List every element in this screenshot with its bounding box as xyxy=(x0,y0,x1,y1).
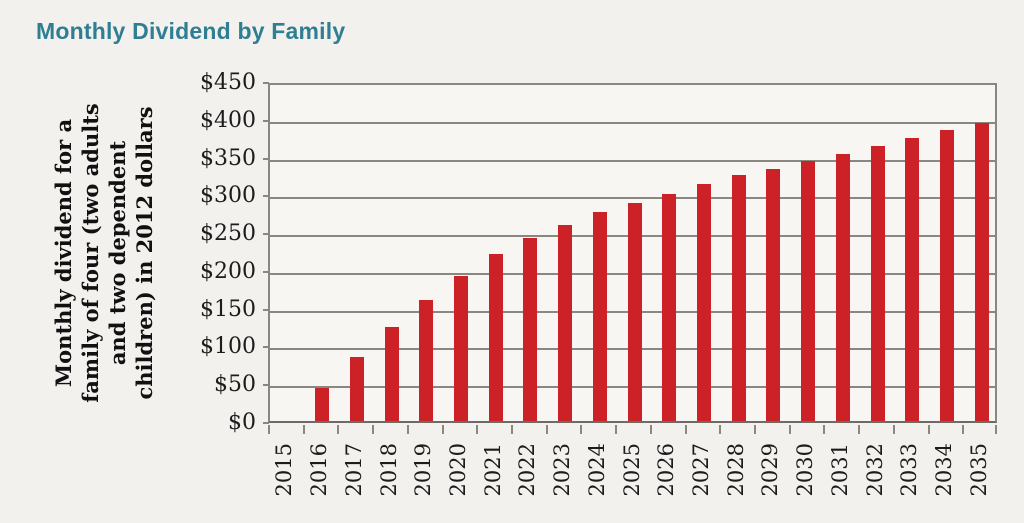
x-axis-tick xyxy=(649,425,652,434)
x-tick-label-2024: 2024 xyxy=(584,443,609,497)
bar-2034 xyxy=(939,130,954,421)
x-tick-label-2015: 2015 xyxy=(272,443,297,497)
x-axis-tick xyxy=(892,425,895,434)
y-tick-label-250: $250 xyxy=(200,221,256,247)
bar-2021 xyxy=(488,254,503,421)
x-axis-tick xyxy=(615,425,618,434)
y-tick-label-450: $450 xyxy=(200,70,256,95)
gridline-300 xyxy=(270,197,995,200)
x-tick-label-2027: 2027 xyxy=(688,443,713,497)
y-tick-mark-100 xyxy=(263,346,269,349)
x-axis-tick xyxy=(995,425,997,434)
x-axis-tick xyxy=(754,425,756,434)
bar-2033 xyxy=(905,137,920,421)
y-tick-mark-450 xyxy=(263,82,269,84)
bar-2030 xyxy=(801,161,816,421)
x-axis-tick xyxy=(719,425,722,434)
y-tick-label-50: $50 xyxy=(214,372,256,398)
bar-2016 xyxy=(315,387,330,421)
x-tick-label-2026: 2026 xyxy=(654,443,679,497)
gridline-400 xyxy=(270,121,995,124)
x-axis-tick xyxy=(545,425,548,434)
x-tick-label-2032: 2032 xyxy=(862,443,887,497)
bar-2025 xyxy=(627,203,642,421)
x-axis-tick xyxy=(372,425,375,434)
y-axis-title: Monthly dividend for a family of four (tw… xyxy=(51,103,157,403)
x-tick-label-2031: 2031 xyxy=(827,443,852,497)
x-axis-tick xyxy=(476,425,479,434)
bar-2035 xyxy=(974,122,989,421)
x-tick-label-2035: 2035 xyxy=(966,443,991,497)
gridline-350 xyxy=(270,159,995,162)
x-tick-label-2030: 2030 xyxy=(793,443,818,497)
y-tick-mark-150 xyxy=(263,308,269,311)
bar-2017 xyxy=(349,356,364,421)
x-axis-tick xyxy=(962,425,965,434)
x-tick-label-2025: 2025 xyxy=(619,443,644,497)
x-axis-tick xyxy=(337,425,340,434)
y-tick-label-400: $400 xyxy=(200,107,256,133)
x-axis-tick xyxy=(511,425,513,434)
x-axis-tick xyxy=(406,425,409,434)
bar-2027 xyxy=(696,183,711,421)
bar-2023 xyxy=(558,225,573,421)
bar-2026 xyxy=(662,193,677,421)
x-axis-tick xyxy=(684,425,687,434)
y-tick-mark-50 xyxy=(263,384,269,387)
bar-2031 xyxy=(835,154,850,421)
y-tick-label-0: $0 xyxy=(228,410,256,435)
plot-area xyxy=(268,83,997,423)
bar-2018 xyxy=(384,326,399,421)
y-tick-label-100: $100 xyxy=(200,334,256,360)
x-axis-tick xyxy=(302,425,305,434)
x-axis-tick xyxy=(788,425,791,434)
y-tick-label-150: $150 xyxy=(200,296,256,322)
bar-2022 xyxy=(523,238,538,421)
bar-2029 xyxy=(766,168,781,421)
x-tick-label-2029: 2029 xyxy=(758,443,783,497)
x-axis-tick xyxy=(441,425,444,434)
chart-title: Monthly Dividend by Family xyxy=(36,18,346,44)
x-axis-tick xyxy=(580,425,583,434)
x-tick-label-2016: 2016 xyxy=(307,443,332,497)
y-tick-mark-300 xyxy=(263,195,269,198)
x-tick-label-2018: 2018 xyxy=(376,443,401,497)
x-tick-label-2023: 2023 xyxy=(550,443,575,497)
x-tick-label-2034: 2034 xyxy=(931,443,956,497)
y-tick-mark-250 xyxy=(263,233,269,236)
x-axis-tick xyxy=(823,425,826,434)
y-tick-label-350: $350 xyxy=(200,145,256,171)
y-tick-mark-350 xyxy=(263,157,269,160)
x-tick-label-2020: 2020 xyxy=(445,443,470,497)
bar-2028 xyxy=(731,175,746,421)
y-tick-mark-200 xyxy=(263,270,269,273)
y-tick-mark-0 xyxy=(263,422,269,424)
x-axis-tick xyxy=(927,425,930,434)
y-tick-mark-400 xyxy=(263,119,269,122)
x-tick-label-2019: 2019 xyxy=(411,443,436,497)
x-tick-label-2021: 2021 xyxy=(480,443,505,497)
x-tick-label-2017: 2017 xyxy=(341,443,366,497)
bar-2032 xyxy=(870,145,885,421)
bar-2024 xyxy=(592,212,607,421)
x-tick-label-2028: 2028 xyxy=(723,443,748,497)
bar-2020 xyxy=(453,275,468,421)
y-tick-label-300: $300 xyxy=(200,183,256,209)
x-axis-tick xyxy=(858,425,861,434)
x-tick-label-2033: 2033 xyxy=(897,443,922,497)
x-axis-tick xyxy=(268,425,270,434)
bar-2019 xyxy=(419,300,434,421)
x-tick-label-2022: 2022 xyxy=(515,443,540,497)
y-tick-label-200: $200 xyxy=(200,258,256,284)
